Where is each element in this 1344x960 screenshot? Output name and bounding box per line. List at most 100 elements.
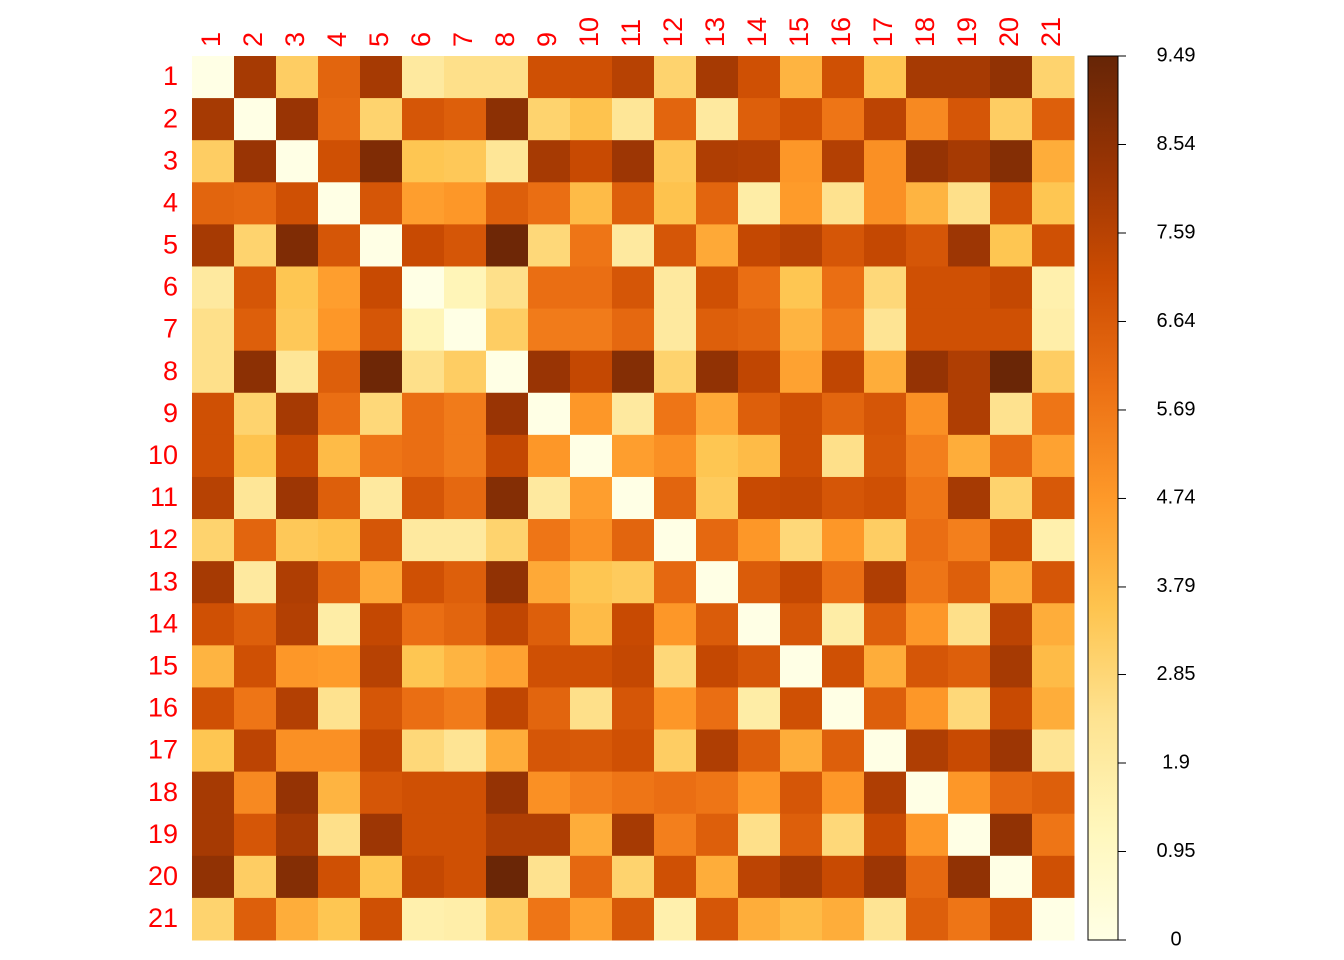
colorbar-tick-label: 1.9 — [1162, 751, 1190, 773]
heatmap-cell — [234, 266, 277, 310]
heatmap-cell — [570, 476, 613, 520]
heatmap-cell — [654, 771, 697, 815]
heatmap-cell — [192, 224, 235, 267]
heatmap-cell — [822, 350, 865, 394]
heatmap-cell — [612, 350, 655, 394]
heatmap-cell — [864, 729, 907, 773]
heatmap-cell — [360, 392, 403, 436]
heatmap-cell — [528, 855, 571, 899]
heatmap-cell — [570, 308, 613, 352]
heatmap-cell — [696, 434, 739, 478]
heatmap-cell — [528, 350, 571, 394]
heatmap-cell — [234, 56, 277, 99]
column-label: 13 — [700, 17, 730, 47]
heatmap-cell — [822, 855, 865, 899]
heatmap-cell — [822, 308, 865, 352]
heatmap-cell — [486, 519, 529, 562]
heatmap-cell — [1032, 897, 1075, 941]
heatmap-cell — [780, 561, 823, 604]
heatmap-cell — [780, 434, 823, 478]
colorbar-tick-label: 3.79 — [1157, 575, 1196, 597]
heatmap-cell — [402, 645, 445, 688]
heatmap-cell — [444, 855, 487, 899]
heatmap-cell — [990, 182, 1033, 225]
heatmap-cell — [528, 98, 571, 141]
heatmap-cell — [318, 813, 361, 857]
heatmap-cell — [402, 434, 445, 478]
heatmap-cell — [906, 603, 949, 646]
heatmap-cell — [864, 56, 907, 99]
row-label: 12 — [148, 524, 178, 554]
heatmap-cell — [906, 476, 949, 520]
heatmap-cell — [528, 729, 571, 773]
heatmap-cell — [738, 224, 781, 267]
heatmap-cell — [780, 771, 823, 815]
heatmap-cell — [948, 813, 991, 857]
heatmap-cell — [192, 645, 235, 688]
heatmap-cell — [486, 140, 529, 183]
heatmap-cell — [780, 813, 823, 857]
heatmap-cell — [1032, 476, 1075, 520]
heatmap-cell — [276, 561, 319, 604]
heatmap-cell — [990, 771, 1033, 815]
column-label: 11 — [616, 19, 646, 47]
heatmap-cell — [696, 308, 739, 352]
heatmap-cell — [486, 98, 529, 141]
heatmap-cell — [738, 729, 781, 773]
column-label: 19 — [952, 17, 982, 47]
colorbar-tick-label: 7.59 — [1157, 221, 1196, 243]
heatmap-cell — [948, 771, 991, 815]
heatmap-cell — [192, 813, 235, 857]
heatmap-cell — [990, 519, 1033, 562]
heatmap-cell — [276, 266, 319, 310]
column-label: 20 — [994, 17, 1024, 47]
heatmap-cell — [948, 140, 991, 183]
heatmap-cell — [360, 224, 403, 267]
heatmap-cell — [612, 308, 655, 352]
heatmap-cell — [612, 476, 655, 520]
colorbar-tick-label: 9.49 — [1157, 44, 1196, 66]
heatmap-cell — [402, 140, 445, 183]
heatmap-cell — [906, 392, 949, 436]
heatmap-cell — [402, 687, 445, 731]
heatmap-cell — [780, 140, 823, 183]
heatmap-cell — [444, 392, 487, 436]
colorbar-tick-label: 4.74 — [1157, 487, 1196, 509]
heatmap-cell — [528, 897, 571, 941]
heatmap-cell — [192, 476, 235, 520]
heatmap-cell — [948, 56, 991, 99]
heatmap-cell — [402, 266, 445, 310]
heatmap-cell — [780, 224, 823, 267]
heatmap-cell — [864, 98, 907, 141]
heatmap-cell — [276, 224, 319, 267]
heatmap-cell — [360, 266, 403, 310]
heatmap-cell — [402, 519, 445, 562]
heatmap-cell — [444, 476, 487, 520]
heatmap-cell — [192, 855, 235, 899]
heatmap-cell — [822, 813, 865, 857]
heatmap-cell — [192, 729, 235, 773]
heatmap-cell — [402, 350, 445, 394]
heatmap-cell — [192, 603, 235, 646]
heatmap-cell — [654, 855, 697, 899]
heatmap-cell — [402, 813, 445, 857]
heatmap-cell — [360, 434, 403, 478]
heatmap-cell — [444, 308, 487, 352]
heatmap-cell — [318, 603, 361, 646]
heatmap-cell — [528, 434, 571, 478]
heatmap-cell — [990, 645, 1033, 688]
heatmap-cell — [276, 729, 319, 773]
column-label: 16 — [826, 17, 856, 47]
row-label: 8 — [163, 356, 178, 386]
heatmap-cell — [864, 519, 907, 562]
heatmap-cell — [738, 98, 781, 141]
heatmap-cell — [948, 224, 991, 267]
heatmap-cell — [696, 182, 739, 225]
heatmap-cell — [360, 813, 403, 857]
heatmap-cell — [654, 897, 697, 941]
heatmap-cell — [864, 897, 907, 941]
heatmap-cell — [948, 897, 991, 941]
heatmap-cell — [360, 182, 403, 225]
heatmap-cell — [318, 855, 361, 899]
heatmap-cell — [864, 687, 907, 731]
